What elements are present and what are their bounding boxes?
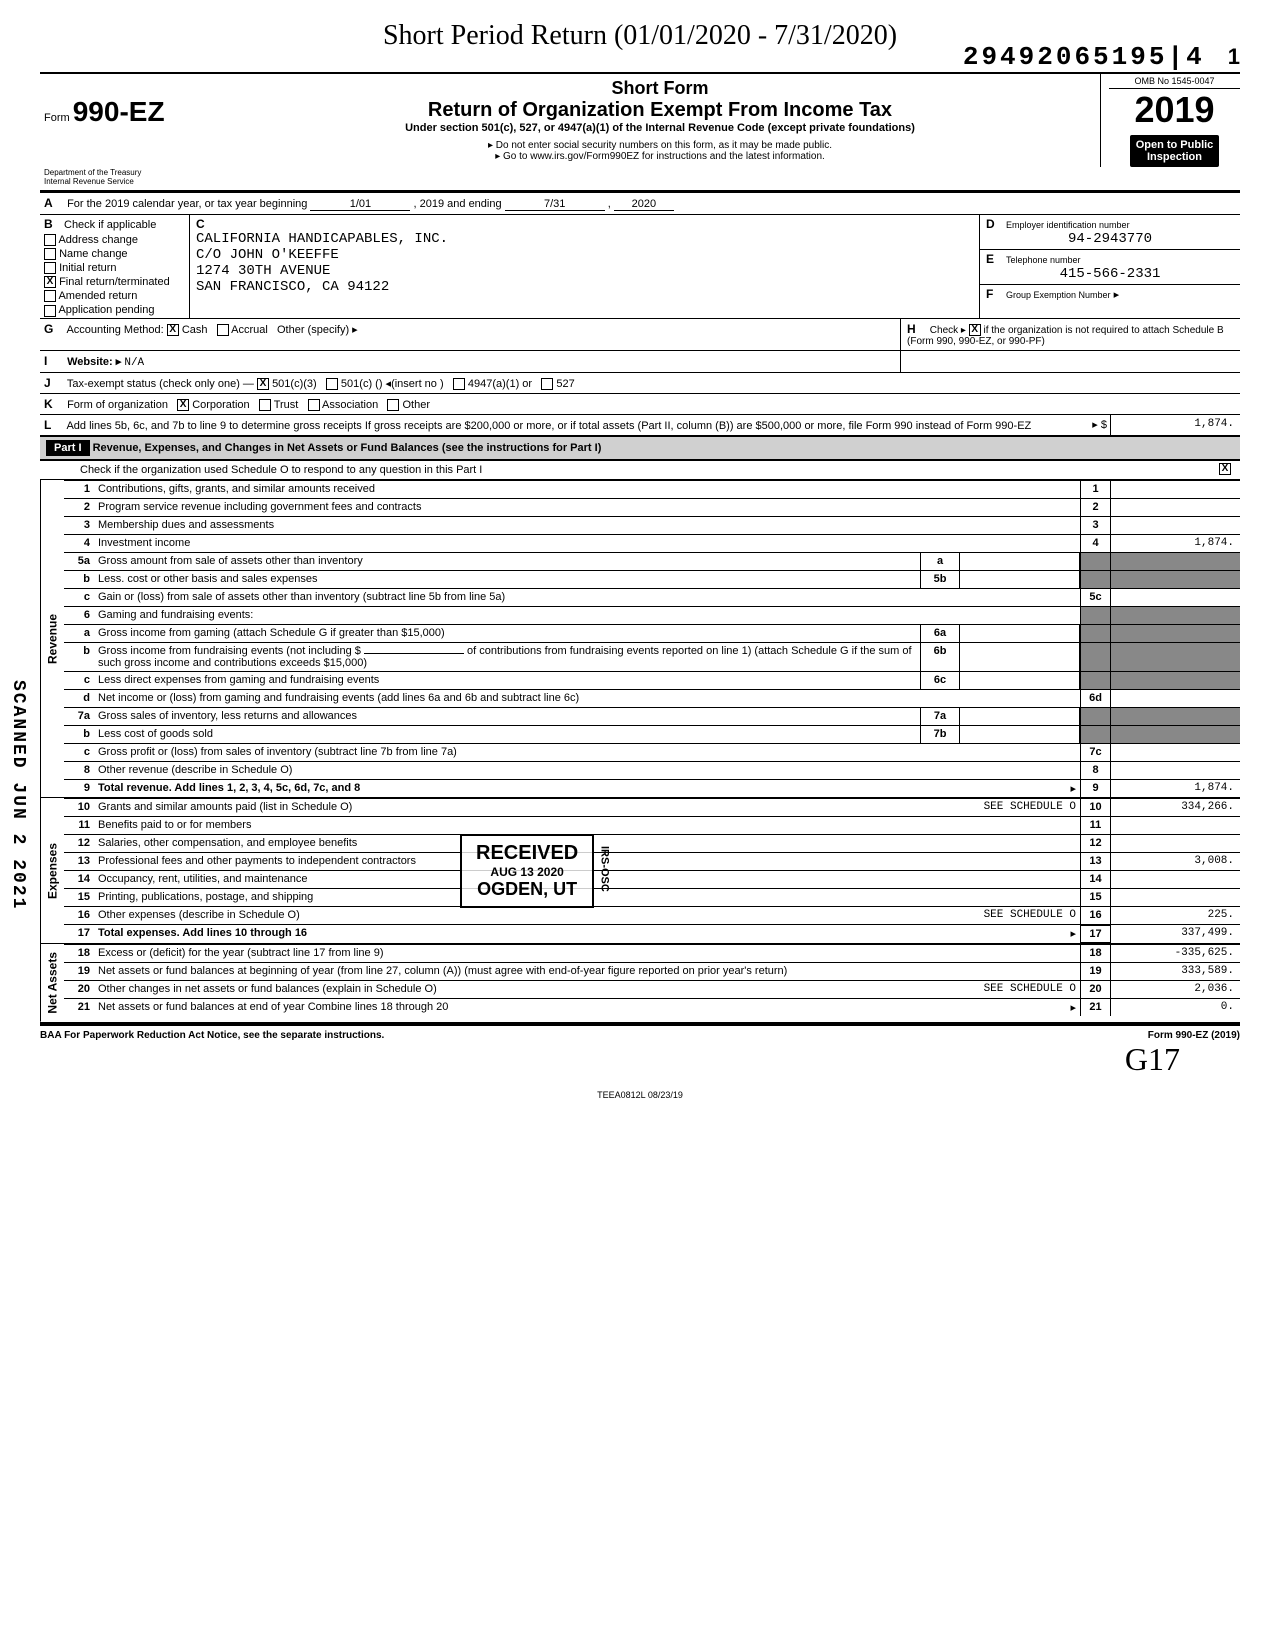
handwritten-title: Short Period Return (01/01/2020 - 7/31/2… <box>383 20 897 51</box>
chk-initial-return[interactable] <box>44 262 56 274</box>
line-j: J Tax-exempt status (check only one) — X… <box>40 373 1240 393</box>
chk-sched-o-used[interactable]: X <box>1219 463 1231 475</box>
line-h: H Check ▸ X if the organization is not r… <box>900 319 1240 350</box>
val-7c <box>1110 744 1240 761</box>
val-17: 337,499. <box>1110 925 1240 943</box>
netassets-label: Net Assets <box>40 944 64 1022</box>
line-g: G Accounting Method: X Cash Accrual Othe… <box>40 319 900 350</box>
dept-line2: Internal Revenue Service <box>44 177 216 186</box>
note-20: SEE SCHEDULE O <box>984 983 1076 995</box>
val-6d <box>1110 690 1240 707</box>
box-def: DEmployer identification number 94-29437… <box>980 215 1240 318</box>
chk-501c[interactable] <box>326 378 338 390</box>
chk-4947[interactable] <box>453 378 465 390</box>
org-name: CALIFORNIA HANDICAPABLES, INC. <box>196 231 973 247</box>
scanned-stamp: SCANNED JUN 2 2021 <box>8 680 28 910</box>
gross-receipts: 1,874. <box>1110 415 1240 435</box>
subtitle: Under section 501(c), 527, or 4947(a)(1)… <box>224 122 1096 134</box>
ein: 94-2943770 <box>986 231 1234 247</box>
chk-no-sched-b[interactable]: X <box>969 324 981 336</box>
val-5c <box>1110 589 1240 606</box>
val-9: 1,874. <box>1110 780 1240 797</box>
omb-number: OMB No 1545-0047 <box>1109 74 1240 89</box>
chk-corp[interactable]: X <box>177 399 189 411</box>
chk-amended[interactable] <box>44 290 56 302</box>
val-21: 0. <box>1110 999 1240 1016</box>
main-title: Return of Organization Exempt From Incom… <box>224 99 1096 122</box>
form-number: 990-EZ <box>73 96 165 127</box>
val-16: 225. <box>1110 907 1240 924</box>
footer-code: TEEA0812L 08/23/19 <box>40 1090 1240 1100</box>
org-co: C/O JOHN O'KEEFFE <box>196 247 973 263</box>
stamp-number: 29492065195|4 <box>963 42 1205 72</box>
val-10: 334,266. <box>1110 799 1240 816</box>
chk-name-change[interactable] <box>44 248 56 260</box>
public-inspection-badge: Open to Public Inspection <box>1130 135 1220 167</box>
form-id-block: Form 990-EZ Department of the Treasury I… <box>40 74 220 190</box>
val-14 <box>1110 871 1240 888</box>
initials: G17 <box>40 1041 1240 1078</box>
val-2 <box>1110 499 1240 516</box>
val-18: -335,625. <box>1110 945 1240 962</box>
line-k: K Form of organization X Corporation Tru… <box>40 394 1240 414</box>
right-header-block: OMB No 1545-0047 2019 Open to Public Ins… <box>1100 74 1240 167</box>
website: N/A <box>124 357 144 369</box>
part1-header: Part I Revenue, Expenses, and Changes in… <box>40 435 1240 460</box>
page-indicator: 1 <box>1228 44 1240 69</box>
box-c: C CALIFORNIA HANDICAPABLES, INC. C/O JOH… <box>190 215 980 318</box>
val-4: 1,874. <box>1110 535 1240 552</box>
title-block: Short Form Return of Organization Exempt… <box>220 74 1100 166</box>
chk-527[interactable] <box>541 378 553 390</box>
part1-check-text: Check if the organization used Schedule … <box>40 461 1210 479</box>
revenue-label: Revenue <box>40 480 64 797</box>
org-city: SAN FRANCISCO, CA 94122 <box>196 279 973 295</box>
baa-notice: BAA For Paperwork Reduction Act Notice, … <box>40 1030 1148 1041</box>
short-form-label: Short Form <box>224 78 1096 99</box>
chk-assoc[interactable] <box>308 399 320 411</box>
val-12 <box>1110 835 1240 852</box>
ssn-warning: Do not enter social security numbers on … <box>224 140 1096 151</box>
form-label: Form <box>44 112 70 124</box>
chk-trust[interactable] <box>259 399 271 411</box>
line-a: A For the 2019 calendar year, or tax yea… <box>40 192 1240 214</box>
instructions-link: Go to www.irs.gov/Form990EZ for instruct… <box>224 151 1096 162</box>
tax-year: 2019 <box>1109 89 1240 131</box>
chk-cash[interactable]: X <box>167 324 179 336</box>
expenses-label: Expenses <box>40 798 64 943</box>
phone: 415-566-2331 <box>986 266 1234 282</box>
form-ref-footer: Form 990-EZ (2019) <box>1148 1030 1240 1041</box>
box-b: BCheck if applicable Address change Name… <box>40 215 190 318</box>
val-20: 2,036. <box>1110 981 1240 998</box>
line-i: I Website: ▸ N/A <box>40 351 900 372</box>
chk-501c3[interactable]: X <box>257 378 269 390</box>
val-13: 3,008. <box>1110 853 1240 870</box>
tax-year-begin: 1/01 <box>310 198 410 211</box>
chk-accrual[interactable] <box>217 324 229 336</box>
val-19: 333,589. <box>1110 963 1240 980</box>
org-street: 1274 30TH AVENUE <box>196 263 973 279</box>
val-11 <box>1110 817 1240 834</box>
note-16: SEE SCHEDULE O <box>984 909 1076 921</box>
val-8 <box>1110 762 1240 779</box>
val-3 <box>1110 517 1240 534</box>
chk-address-change[interactable] <box>44 234 56 246</box>
chk-pending[interactable] <box>44 305 56 317</box>
chk-other-org[interactable] <box>387 399 399 411</box>
tax-year-end-year: 2020 <box>614 198 674 211</box>
chk-final-return[interactable]: X <box>44 276 56 288</box>
dept-line1: Department of the Treasury <box>44 168 216 177</box>
line-l: L Add lines 5b, 6c, and 7b to line 9 to … <box>40 415 1050 435</box>
val-15 <box>1110 889 1240 906</box>
tax-year-end: 7/31 <box>505 198 605 211</box>
note-10: SEE SCHEDULE O <box>984 801 1076 813</box>
val-1 <box>1110 481 1240 498</box>
